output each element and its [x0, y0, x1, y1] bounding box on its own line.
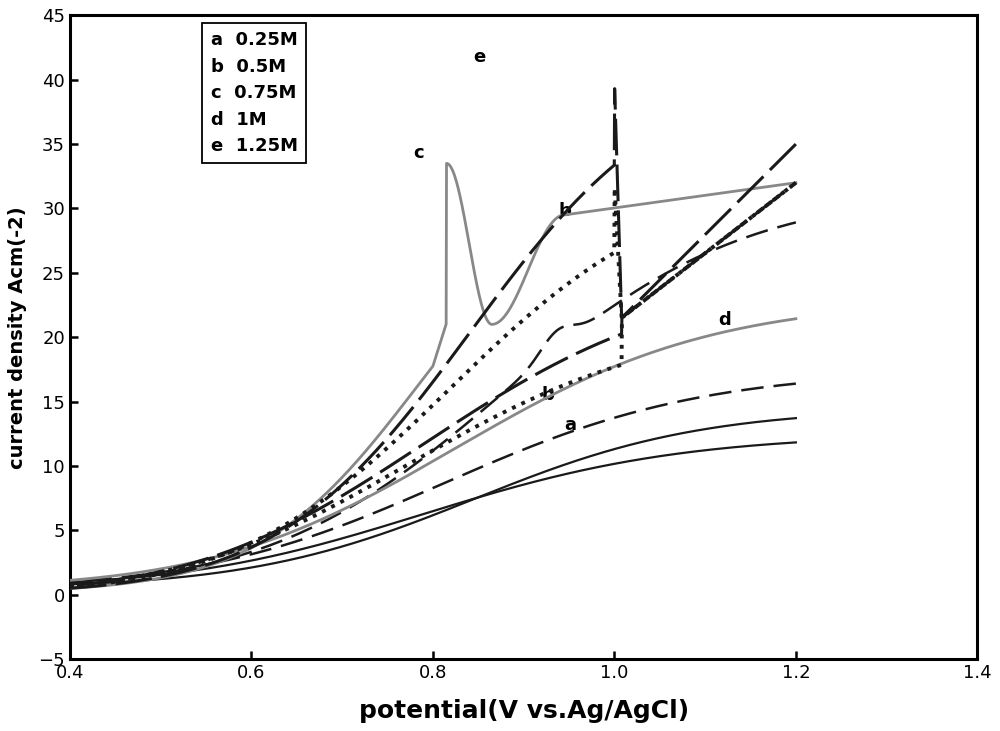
Text: a: a — [564, 416, 576, 433]
Text: d: d — [719, 311, 731, 330]
Y-axis label: current density Acm(-2): current density Acm(-2) — [8, 206, 27, 469]
Text: e: e — [474, 48, 486, 66]
Text: b: b — [558, 202, 571, 220]
Text: a  0.25M
b  0.5M
c  0.75M
d  1M
e  1.25M: a 0.25M b 0.5M c 0.75M d 1M e 1.25M — [211, 31, 298, 155]
Text: c: c — [413, 144, 424, 162]
X-axis label: potential(V vs.Ag/AgCl): potential(V vs.Ag/AgCl) — [359, 699, 689, 723]
Text: b: b — [542, 386, 555, 404]
